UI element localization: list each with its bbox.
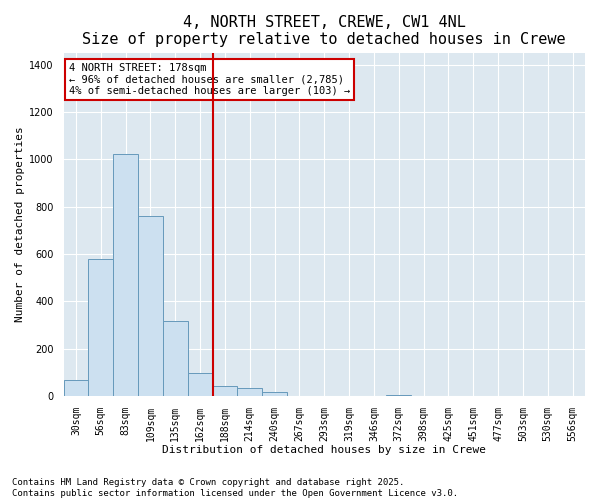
Bar xyxy=(138,216,163,396)
X-axis label: Distribution of detached houses by size in Crewe: Distribution of detached houses by size … xyxy=(162,445,486,455)
Title: 4, NORTH STREET, CREWE, CW1 4NL
Size of property relative to detached houses in : 4, NORTH STREET, CREWE, CW1 4NL Size of … xyxy=(82,15,566,48)
Text: Contains HM Land Registry data © Crown copyright and database right 2025.
Contai: Contains HM Land Registry data © Crown c… xyxy=(12,478,458,498)
Bar xyxy=(64,380,88,396)
Bar xyxy=(386,394,411,396)
Bar xyxy=(113,154,138,396)
Bar xyxy=(262,392,287,396)
Bar xyxy=(212,386,238,396)
Bar xyxy=(238,388,262,396)
Text: 4 NORTH STREET: 178sqm
← 96% of detached houses are smaller (2,785)
4% of semi-d: 4 NORTH STREET: 178sqm ← 96% of detached… xyxy=(69,63,350,96)
Bar xyxy=(88,258,113,396)
Y-axis label: Number of detached properties: Number of detached properties xyxy=(15,126,25,322)
Bar xyxy=(188,374,212,396)
Bar xyxy=(163,322,188,396)
